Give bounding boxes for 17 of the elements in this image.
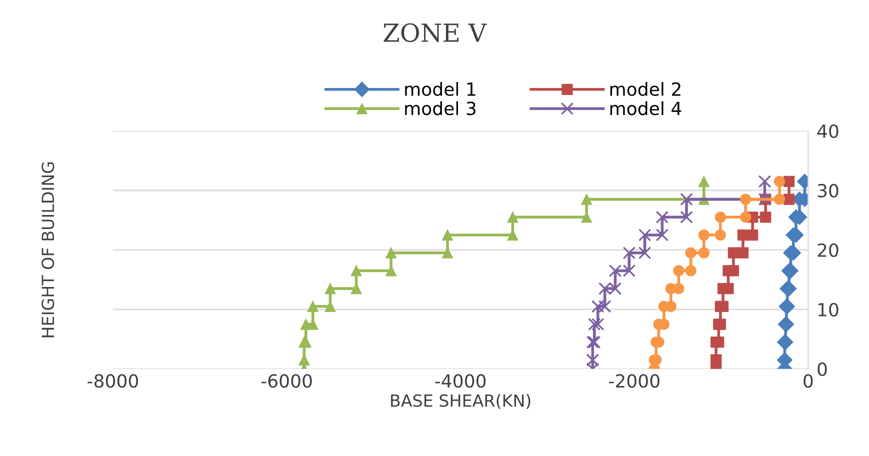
- legend-label: model 2: [610, 82, 680, 96]
- y-tick-label: 10: [818, 302, 838, 317]
- x-tick-label: -4000: [435, 374, 486, 388]
- y-tick-label: 30: [818, 184, 838, 198]
- y-axis-title: HEIGHT OF BUILDING: [42, 162, 54, 338]
- y-tick-label: 0: [818, 362, 827, 376]
- x-tick-label: -6000: [261, 374, 312, 388]
- chart-title: ZONE V: [384, 23, 487, 42]
- x-tick-label: -8000: [88, 374, 138, 388]
- legend-label: model 1: [405, 82, 476, 96]
- y-tick-label: 40: [817, 124, 838, 138]
- x-tick-label: 0: [804, 374, 813, 388]
- y-tick-label: 20: [818, 243, 838, 258]
- x-tick-label: -2000: [609, 374, 660, 388]
- x-axis-title: BASE SHEAR(KN): [391, 394, 530, 409]
- legend-label: model 4: [610, 101, 682, 116]
- legend-label: model 3: [405, 101, 476, 116]
